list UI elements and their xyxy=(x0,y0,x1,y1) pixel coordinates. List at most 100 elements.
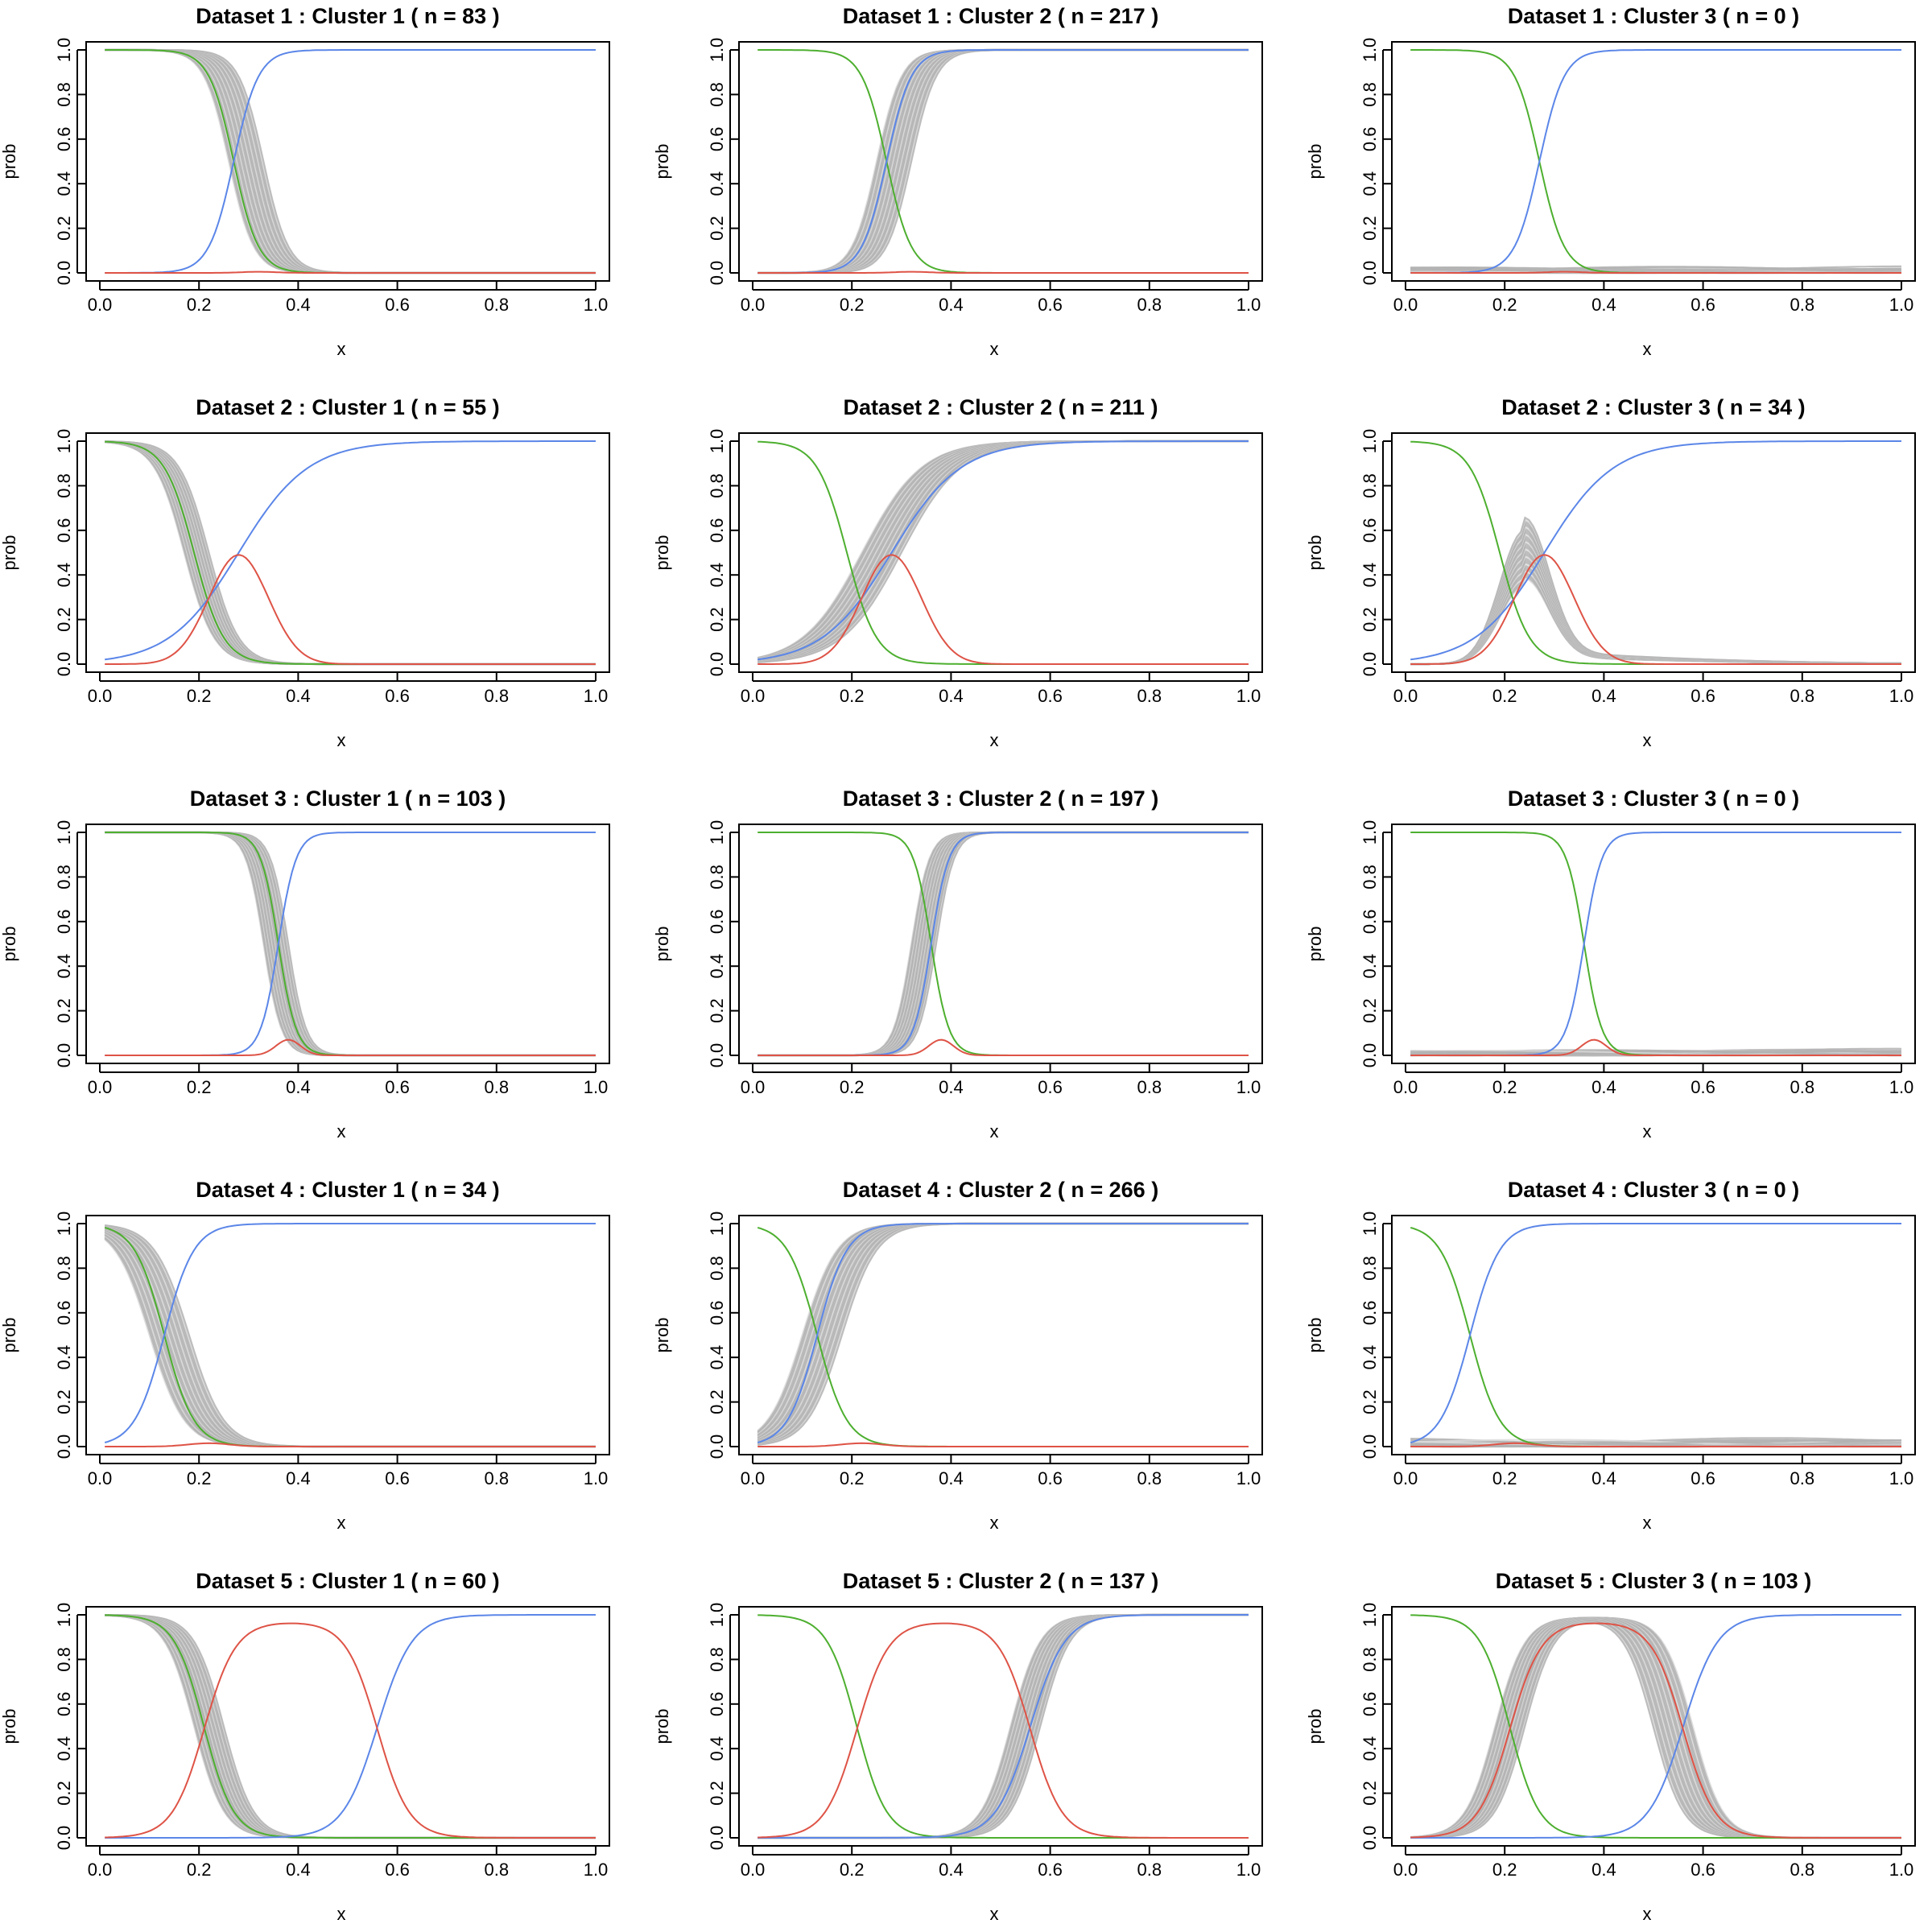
bootstrap-curve xyxy=(758,48,1249,275)
bootstrap-curve xyxy=(105,831,596,1057)
y-tick-label: 0.0 xyxy=(707,1435,727,1459)
bootstrap-curve xyxy=(105,831,596,1057)
bootstrap-curve xyxy=(758,831,1249,1057)
x-tick-label: 1.0 xyxy=(1889,1860,1914,1880)
bootstrap-curve xyxy=(105,831,596,1057)
y-tick-label: 0.6 xyxy=(54,1301,74,1326)
series-line-red xyxy=(105,1622,596,1839)
bootstrap-curve xyxy=(1410,577,1901,666)
bootstrap-curve xyxy=(1410,516,1901,666)
chart-panel: Dataset 2 : Cluster 2 ( n = 211 ) 0.0 0.2 0… xyxy=(652,395,1263,750)
bootstrap-curve xyxy=(758,48,1249,275)
bootstrap-curve xyxy=(758,48,1249,275)
x-tick-label: 0.0 xyxy=(1393,1860,1418,1880)
x-tick-label: 0.6 xyxy=(385,686,410,706)
y-tick-label: 0.2 xyxy=(707,216,727,241)
y-tick-label: 0.2 xyxy=(54,998,74,1023)
y-tick-label: 0.2 xyxy=(707,998,727,1023)
bootstrap-curve xyxy=(758,831,1249,1057)
x-tick-label: 0.2 xyxy=(840,1468,865,1488)
x-tick-label: 0.0 xyxy=(741,686,766,706)
series-line-green xyxy=(1410,1227,1901,1447)
bootstrap-curve xyxy=(105,831,596,1057)
y-tick-label: 1.0 xyxy=(1360,1212,1380,1236)
bootstrap-curve xyxy=(105,831,596,1057)
bootstrap-curve xyxy=(758,831,1249,1057)
y-tick-label: 0.6 xyxy=(1360,518,1380,543)
x-tick-label: 0.8 xyxy=(1137,686,1162,706)
series-line-red xyxy=(105,1442,596,1447)
bootstrap-curve xyxy=(758,48,1249,275)
plot-frame xyxy=(85,824,610,1064)
bootstrap-curve xyxy=(758,48,1249,275)
y-tick-label: 0.6 xyxy=(54,1692,74,1717)
y-tick-label: 0.4 xyxy=(707,1736,727,1761)
y-tick-label: 0.0 xyxy=(54,652,74,677)
bootstrap-curve xyxy=(758,48,1249,275)
y-tick-label: 1.0 xyxy=(1360,1603,1380,1628)
x-tick-label: 0.2 xyxy=(840,1860,865,1880)
bootstrap-curve xyxy=(105,48,596,275)
x-tick-label: 1.0 xyxy=(584,686,609,706)
x-tick-label: 0.4 xyxy=(286,686,311,706)
bootstrap-curve xyxy=(105,831,596,1057)
y-axis-label: prob xyxy=(0,1317,19,1352)
y-tick-label: 0.4 xyxy=(54,563,74,588)
bootstrap-curve xyxy=(105,831,596,1057)
x-tick-label: 1.0 xyxy=(1889,1077,1914,1097)
y-tick-label: 0.4 xyxy=(707,1345,727,1370)
y-tick-label: 0.6 xyxy=(54,910,74,935)
bootstrap-curve xyxy=(105,831,596,1057)
series-line-red xyxy=(1410,1442,1901,1447)
y-tick-label: 0.4 xyxy=(1360,563,1380,588)
y-tick-label: 0.4 xyxy=(54,171,74,196)
bootstrap-curve xyxy=(758,48,1249,275)
bootstrap-curve xyxy=(105,831,596,1057)
y-tick-label: 0.2 xyxy=(707,1389,727,1414)
bootstrap-curve xyxy=(104,1225,596,1448)
x-axis-label: x xyxy=(990,730,999,750)
chart-panel: Dataset 1 : Cluster 2 ( n = 217 ) 0.0 0.2 0… xyxy=(652,4,1263,359)
bootstrap-curve xyxy=(105,48,596,275)
series-line-green xyxy=(1410,832,1901,1056)
x-tick-label: 0.6 xyxy=(1690,295,1715,315)
y-tick-label: 0.8 xyxy=(707,865,727,890)
x-tick-label: 1.0 xyxy=(1236,1077,1261,1097)
bootstrap-curve xyxy=(105,48,596,275)
y-tick-label: 0.8 xyxy=(54,865,74,890)
x-tick-label: 1.0 xyxy=(1236,1468,1261,1488)
bootstrap-curve xyxy=(105,831,596,1057)
x-tick-label: 0.8 xyxy=(485,1077,510,1097)
x-tick-label: 1.0 xyxy=(1236,686,1261,706)
y-axis-label: prob xyxy=(1305,926,1325,961)
bootstrap-curve xyxy=(758,48,1249,275)
x-axis-label: x xyxy=(990,1121,999,1141)
y-tick-label: 0.6 xyxy=(707,910,727,935)
bootstrap-curve xyxy=(105,48,596,275)
series-line-red xyxy=(1410,1622,1901,1839)
bootstrap-curve xyxy=(105,831,596,1057)
plot-frame xyxy=(738,1606,1263,1847)
y-tick-label: 0.6 xyxy=(707,127,727,152)
chart-title: Dataset 5 : Cluster 1 ( n = 60 ) xyxy=(196,1569,499,1593)
plot-frame xyxy=(85,41,610,282)
y-axis-label: prob xyxy=(0,1708,19,1744)
bootstrap-curve xyxy=(105,831,596,1057)
y-tick-label: 0.8 xyxy=(54,473,74,498)
x-axis-label: x xyxy=(990,1513,999,1533)
x-tick-label: 0.8 xyxy=(1790,295,1815,315)
chart-title: Dataset 5 : Cluster 3 ( n = 103 ) xyxy=(1496,1569,1811,1593)
bootstrap-curve xyxy=(758,48,1249,275)
x-axis-label: x xyxy=(337,730,346,750)
y-tick-label: 0.2 xyxy=(1360,607,1380,632)
y-tick-label: 0.0 xyxy=(1360,652,1380,677)
x-tick-label: 0.6 xyxy=(1690,1860,1715,1880)
x-tick-label: 0.0 xyxy=(88,686,113,706)
series-line-green xyxy=(105,832,596,1056)
x-tick-label: 0.0 xyxy=(741,1077,766,1097)
chart-panel: Dataset 2 : Cluster 3 ( n = 34 ) 0.0 0.2 0.… xyxy=(1305,395,1916,750)
y-tick-label: 0.8 xyxy=(707,473,727,498)
y-tick-label: 0.6 xyxy=(707,1692,727,1717)
bootstrap-curve xyxy=(758,48,1249,275)
bootstrap-curve xyxy=(105,48,596,275)
